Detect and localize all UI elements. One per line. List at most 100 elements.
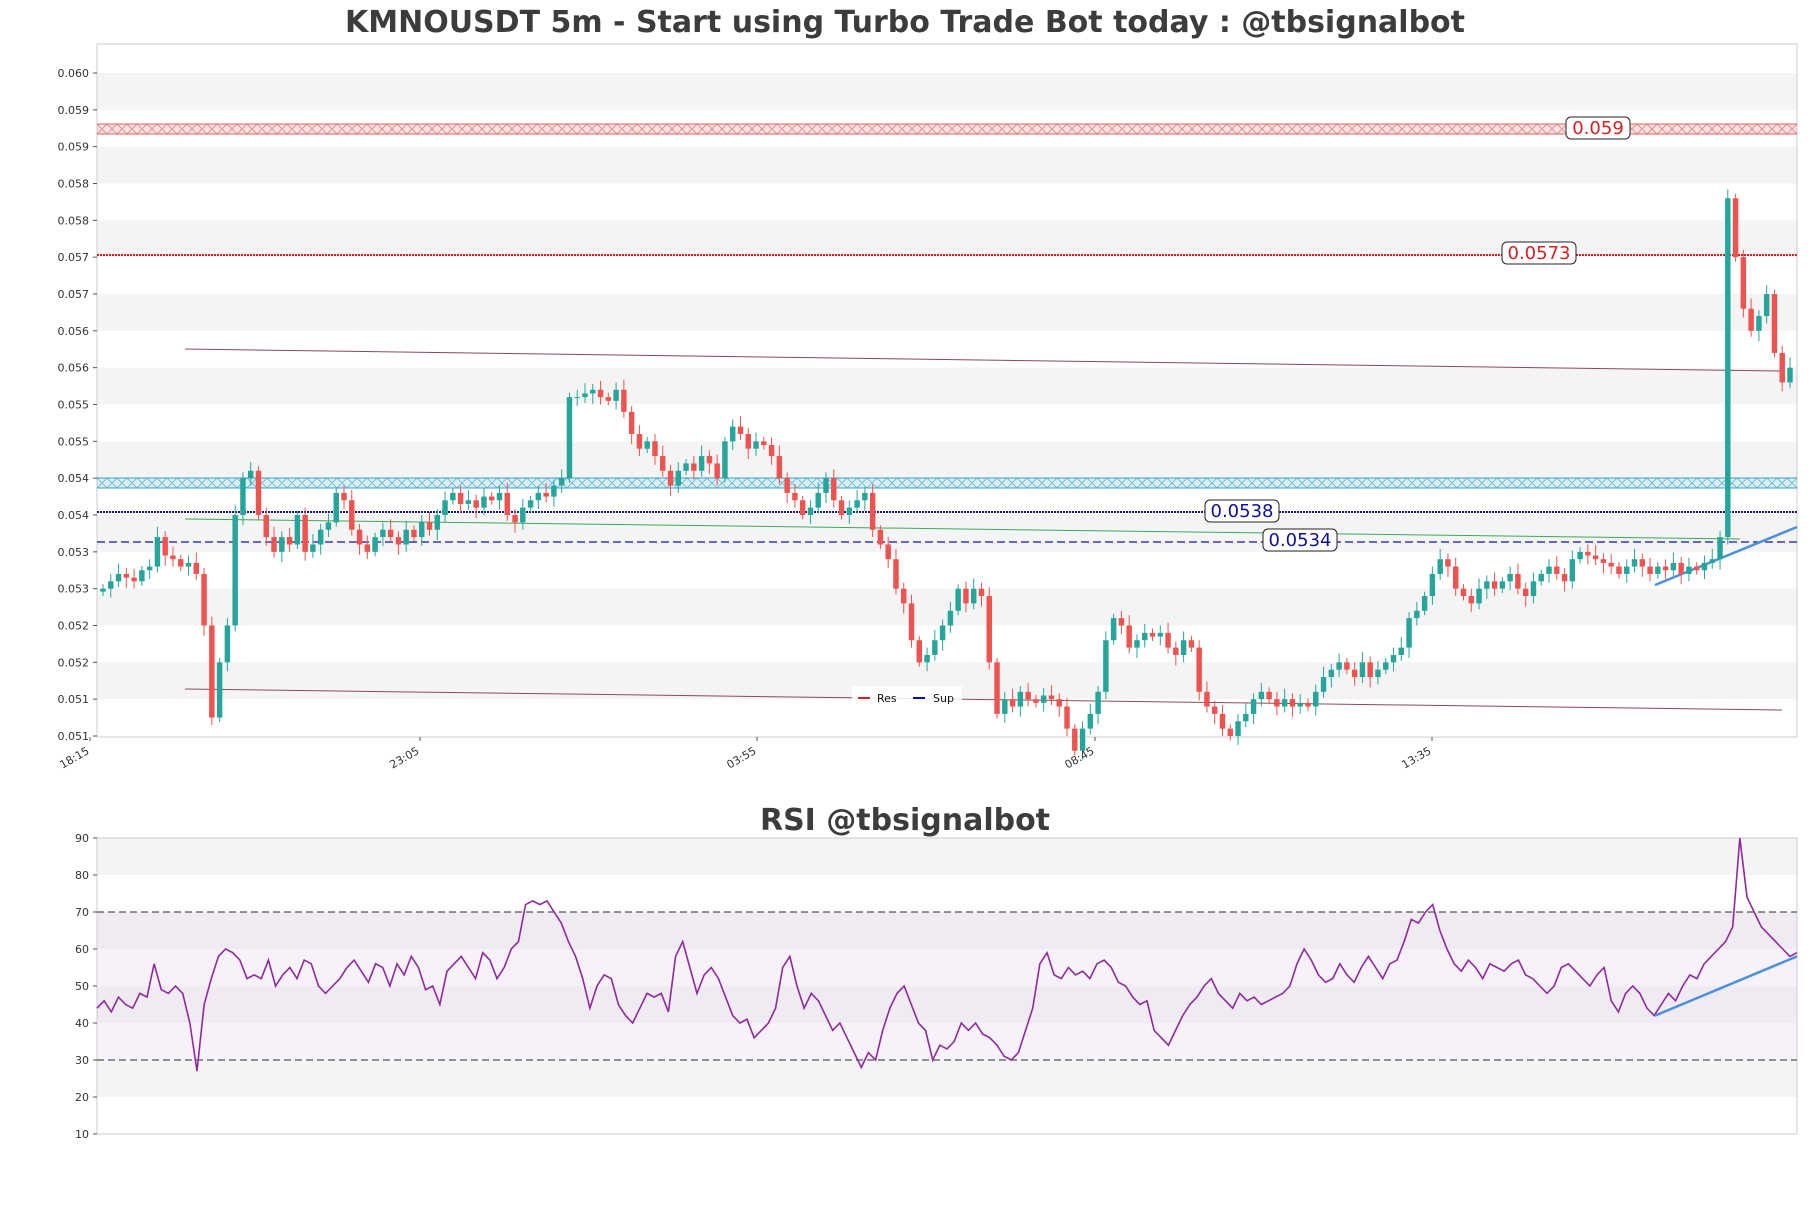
rsi-bands	[97, 838, 1797, 1097]
candle-body	[566, 397, 573, 479]
candle-body	[1600, 559, 1607, 563]
candle-body	[209, 625, 215, 718]
candle-body	[675, 470, 682, 486]
candle-body	[294, 515, 301, 545]
price-y-tick-label: 0.059	[58, 141, 90, 154]
candle-body	[1103, 640, 1109, 692]
candle-body	[970, 588, 977, 604]
candle-body	[1748, 308, 1754, 331]
candle-body	[178, 559, 184, 567]
candle-body	[364, 544, 371, 552]
candle-body	[317, 529, 324, 545]
candle-body	[1561, 573, 1568, 582]
rsi-band	[97, 838, 1797, 875]
candle-body	[1429, 573, 1436, 597]
candle-body	[201, 573, 207, 626]
candle-body	[1173, 647, 1179, 655]
candle-body	[481, 496, 487, 508]
candle-body	[527, 500, 534, 508]
candle-body	[279, 537, 285, 552]
candle-body	[823, 478, 829, 493]
price-y-tick-label: 0.052	[58, 620, 90, 633]
candle-body	[636, 433, 643, 449]
candle-body	[1476, 588, 1482, 604]
candle-body	[1662, 566, 1669, 571]
candle-body	[1732, 198, 1739, 258]
candle-body	[1064, 706, 1070, 729]
candle-body	[1328, 669, 1335, 678]
candle-body	[745, 433, 751, 449]
candle-body	[1546, 566, 1552, 574]
candle-body	[986, 596, 992, 663]
rsi-y-tick-label: 30	[75, 1054, 89, 1067]
rsi-y-tick-label: 80	[75, 869, 89, 882]
candle-body	[792, 492, 798, 501]
candle-body	[1219, 713, 1226, 729]
rsi-band	[97, 1060, 1797, 1097]
candle-body	[1126, 625, 1132, 648]
candle-body	[131, 577, 137, 582]
candle-body	[1468, 596, 1474, 604]
candle-body	[1297, 702, 1303, 707]
candle-body	[1289, 699, 1296, 707]
candle-body	[1554, 566, 1560, 574]
candle-body	[901, 588, 907, 604]
candle-body	[1460, 588, 1467, 597]
candle-body	[1367, 662, 1373, 678]
candle-body	[761, 441, 767, 446]
rsi-y-tick-label: 70	[75, 906, 89, 919]
candle-body	[1639, 559, 1646, 567]
candle-body	[1421, 596, 1428, 611]
candle-body	[1538, 573, 1544, 582]
support-zone-hatch	[96, 477, 1798, 489]
candle-body	[1320, 677, 1327, 692]
candle-body	[1569, 559, 1576, 582]
candle-body	[691, 463, 697, 471]
price-band	[97, 294, 1797, 331]
candle-body	[652, 441, 658, 457]
candle-body	[1110, 618, 1117, 641]
candle-body	[1499, 581, 1506, 589]
price-y-tick-label: 0.058	[58, 178, 90, 191]
candle-body	[590, 389, 596, 394]
candle-body	[1756, 316, 1762, 331]
candle-body	[310, 544, 316, 552]
candle-body	[597, 389, 604, 398]
candle-body	[1025, 691, 1031, 700]
candle-body	[146, 566, 153, 571]
candle-body	[1686, 566, 1692, 574]
candle-body	[963, 588, 969, 604]
price-y-tick-label: 0.053	[58, 583, 90, 596]
candle-body	[1243, 713, 1249, 722]
candle-body	[108, 581, 114, 589]
rsi-y-tick-label: 90	[75, 832, 89, 845]
candle-body	[1359, 662, 1366, 678]
rsi-y-tick-label: 60	[75, 943, 89, 956]
candle-body	[170, 555, 176, 560]
candle-body	[1188, 640, 1195, 648]
candle-body	[450, 492, 456, 501]
level-label-s1-text: 0.0538	[1211, 501, 1274, 522]
candle-body	[885, 544, 891, 560]
candles	[100, 189, 1793, 760]
candle-body	[123, 573, 130, 578]
rsi-trend-line	[1654, 955, 1798, 1017]
candle-body	[1484, 581, 1490, 589]
candle-body	[551, 485, 557, 497]
candle-body	[1530, 581, 1537, 597]
candle-body	[224, 625, 231, 663]
legend-sup-label: Sup	[933, 692, 954, 705]
price-zones	[96, 123, 1798, 489]
candle-body	[162, 537, 168, 556]
candle-body	[240, 478, 246, 515]
candle-body	[341, 492, 347, 501]
moving-average-line	[184, 518, 1741, 540]
candle-body	[893, 559, 899, 589]
candle-body	[1336, 662, 1342, 670]
candle-body	[1258, 691, 1265, 700]
candle-body	[1009, 699, 1016, 707]
candle-body	[216, 662, 223, 718]
price-band	[97, 367, 1797, 405]
candle-body	[185, 562, 192, 567]
